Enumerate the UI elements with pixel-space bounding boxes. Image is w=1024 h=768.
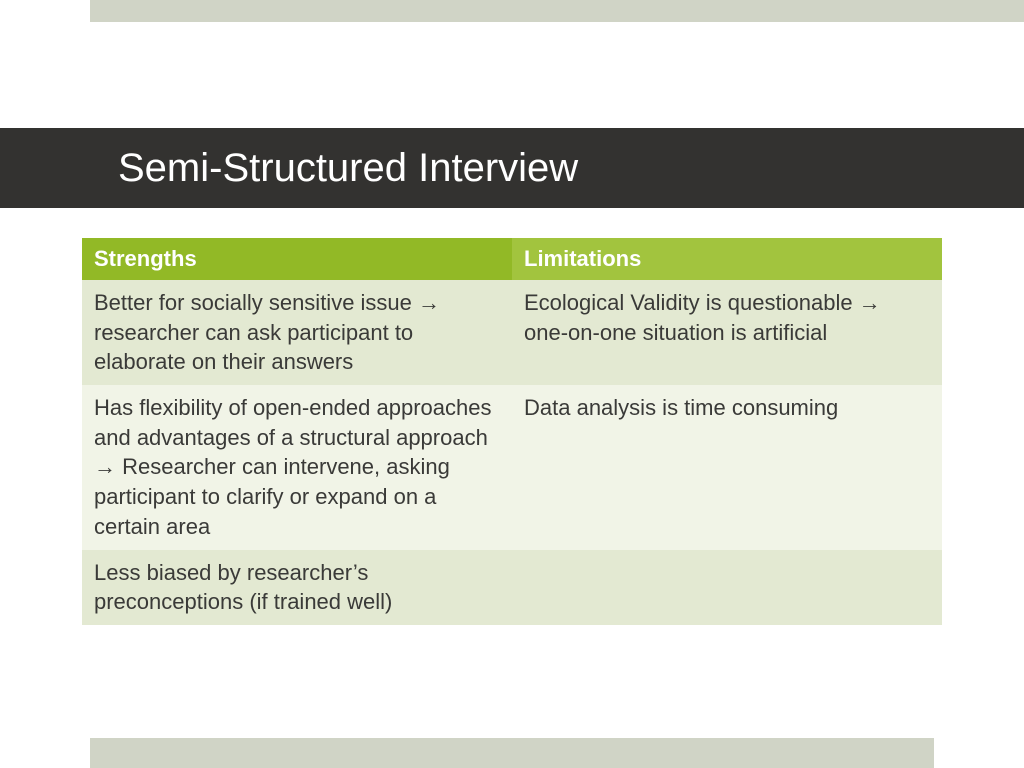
comparison-table: Strengths Limitations Better for sociall… — [82, 238, 942, 625]
top-decorative-stripe — [90, 0, 1024, 22]
col-header-strengths: Strengths — [82, 238, 512, 280]
cell-strength: Less biased by researcher’s preconceptio… — [82, 550, 512, 625]
cell-limitation: Data analysis is time consuming — [512, 385, 942, 549]
cell-strength: Better for socially sensitive issue → re… — [82, 280, 512, 385]
comparison-table-wrap: Strengths Limitations Better for sociall… — [82, 238, 942, 625]
slide-title: Semi-Structured Interview — [118, 146, 578, 191]
cell-limitation: Ecological Validity is questionable → on… — [512, 280, 942, 385]
col-header-limitations: Limitations — [512, 238, 942, 280]
bottom-decorative-stripe — [90, 738, 934, 768]
cell-limitation — [512, 550, 942, 625]
table-row: Better for socially sensitive issue → re… — [82, 280, 942, 385]
title-bar: Semi-Structured Interview — [0, 128, 1024, 208]
table-body: Better for socially sensitive issue → re… — [82, 280, 942, 625]
table-header-row: Strengths Limitations — [82, 238, 942, 280]
table-row: Less biased by researcher’s preconceptio… — [82, 550, 942, 625]
cell-strength: Has flexibility of open-ended approaches… — [82, 385, 512, 549]
table-row: Has flexibility of open-ended approaches… — [82, 385, 942, 549]
